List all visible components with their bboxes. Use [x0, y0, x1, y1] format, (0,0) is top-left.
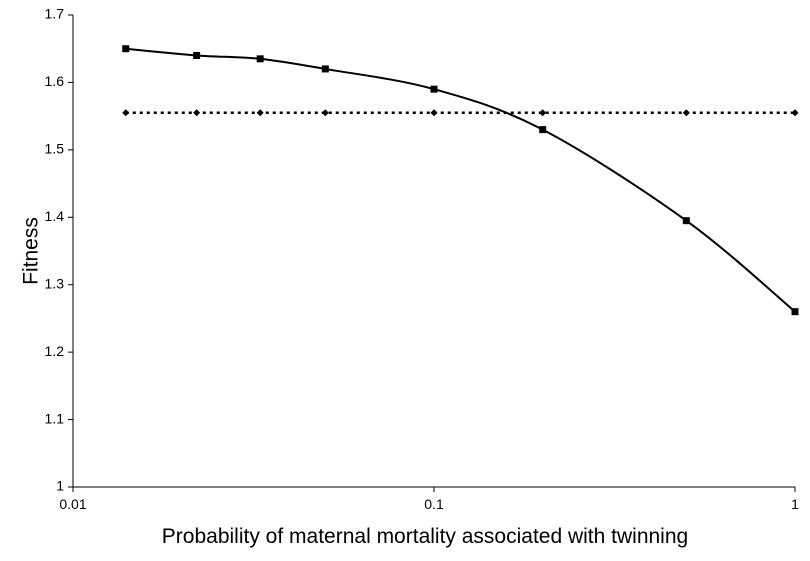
- marker: [539, 126, 547, 134]
- marker: [122, 45, 130, 53]
- y-tick-label: 1.4: [45, 208, 65, 224]
- marker: [791, 109, 799, 117]
- marker: [256, 55, 264, 63]
- marker: [539, 109, 547, 117]
- x-tick-label: 0.1: [424, 496, 444, 512]
- marker: [430, 85, 438, 93]
- marker: [791, 308, 799, 316]
- marker: [122, 109, 130, 117]
- y-tick-label: 1.5: [45, 141, 65, 157]
- marker: [256, 109, 264, 117]
- marker: [193, 109, 201, 117]
- y-tick-label: 1.3: [45, 275, 65, 291]
- y-tick-label: 1.2: [45, 343, 65, 359]
- marker: [321, 109, 329, 117]
- x-tick-label: 0.01: [59, 496, 86, 512]
- marker: [193, 51, 201, 59]
- y-tick-label: 1.7: [45, 6, 65, 22]
- y-axis-title: Fitness: [20, 217, 43, 285]
- marker: [682, 109, 690, 117]
- y-tick-label: 1: [56, 478, 64, 494]
- marker: [321, 65, 329, 73]
- y-tick-label: 1.1: [45, 410, 65, 426]
- x-axis-title: Probability of maternal mortality associ…: [162, 525, 688, 548]
- marker: [430, 109, 438, 117]
- marker: [682, 217, 690, 225]
- y-tick-label: 1.6: [45, 73, 65, 89]
- series-line: [125, 47, 796, 313]
- x-tick-label: 1: [791, 496, 799, 512]
